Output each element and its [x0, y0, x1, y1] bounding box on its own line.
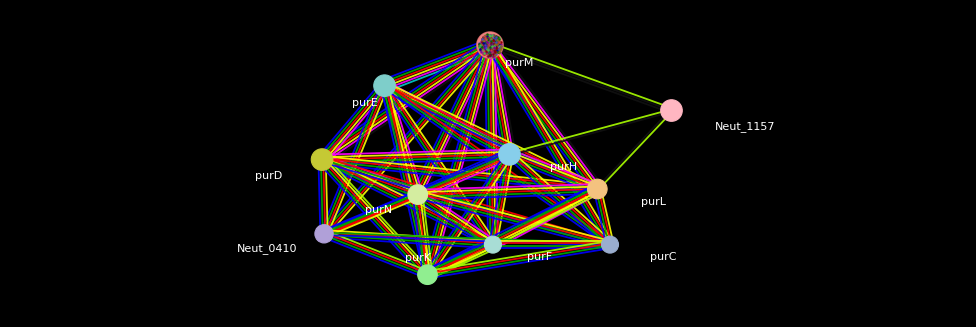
Circle shape: [311, 149, 333, 170]
Text: purC: purC: [650, 252, 677, 262]
Text: purL: purL: [641, 197, 667, 207]
Circle shape: [601, 236, 619, 253]
Circle shape: [477, 32, 503, 58]
Circle shape: [477, 33, 503, 58]
Text: purF: purF: [527, 252, 552, 262]
Text: purD: purD: [255, 171, 282, 181]
Circle shape: [484, 236, 502, 253]
Circle shape: [408, 185, 427, 204]
Circle shape: [418, 265, 437, 284]
Circle shape: [661, 100, 682, 121]
Text: purK: purK: [405, 253, 430, 263]
Text: purE: purE: [352, 98, 378, 108]
Circle shape: [374, 75, 395, 96]
Text: purH: purH: [549, 163, 577, 172]
Text: Neut_0410: Neut_0410: [237, 243, 298, 254]
Circle shape: [315, 225, 333, 243]
Circle shape: [499, 144, 520, 165]
Circle shape: [477, 33, 503, 58]
Text: purN: purN: [365, 205, 392, 215]
Text: purM: purM: [505, 58, 534, 68]
Text: Neut_1157: Neut_1157: [714, 121, 775, 132]
Circle shape: [588, 179, 607, 199]
